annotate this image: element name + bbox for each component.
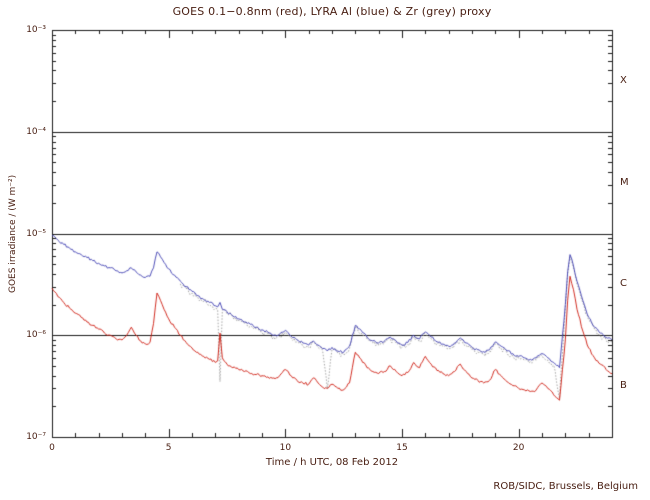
credit-text: ROB/SIDC, Brussels, Belgium	[493, 481, 638, 492]
x-axis-label: Time / h UTC, 08 Feb 2012	[265, 457, 399, 468]
y-axis-label: GOES irradiance / (W m⁻²)	[8, 174, 18, 293]
chart-title: GOES 0.1−0.8nm (red), LYRA Al (blue) & Z…	[172, 5, 492, 18]
